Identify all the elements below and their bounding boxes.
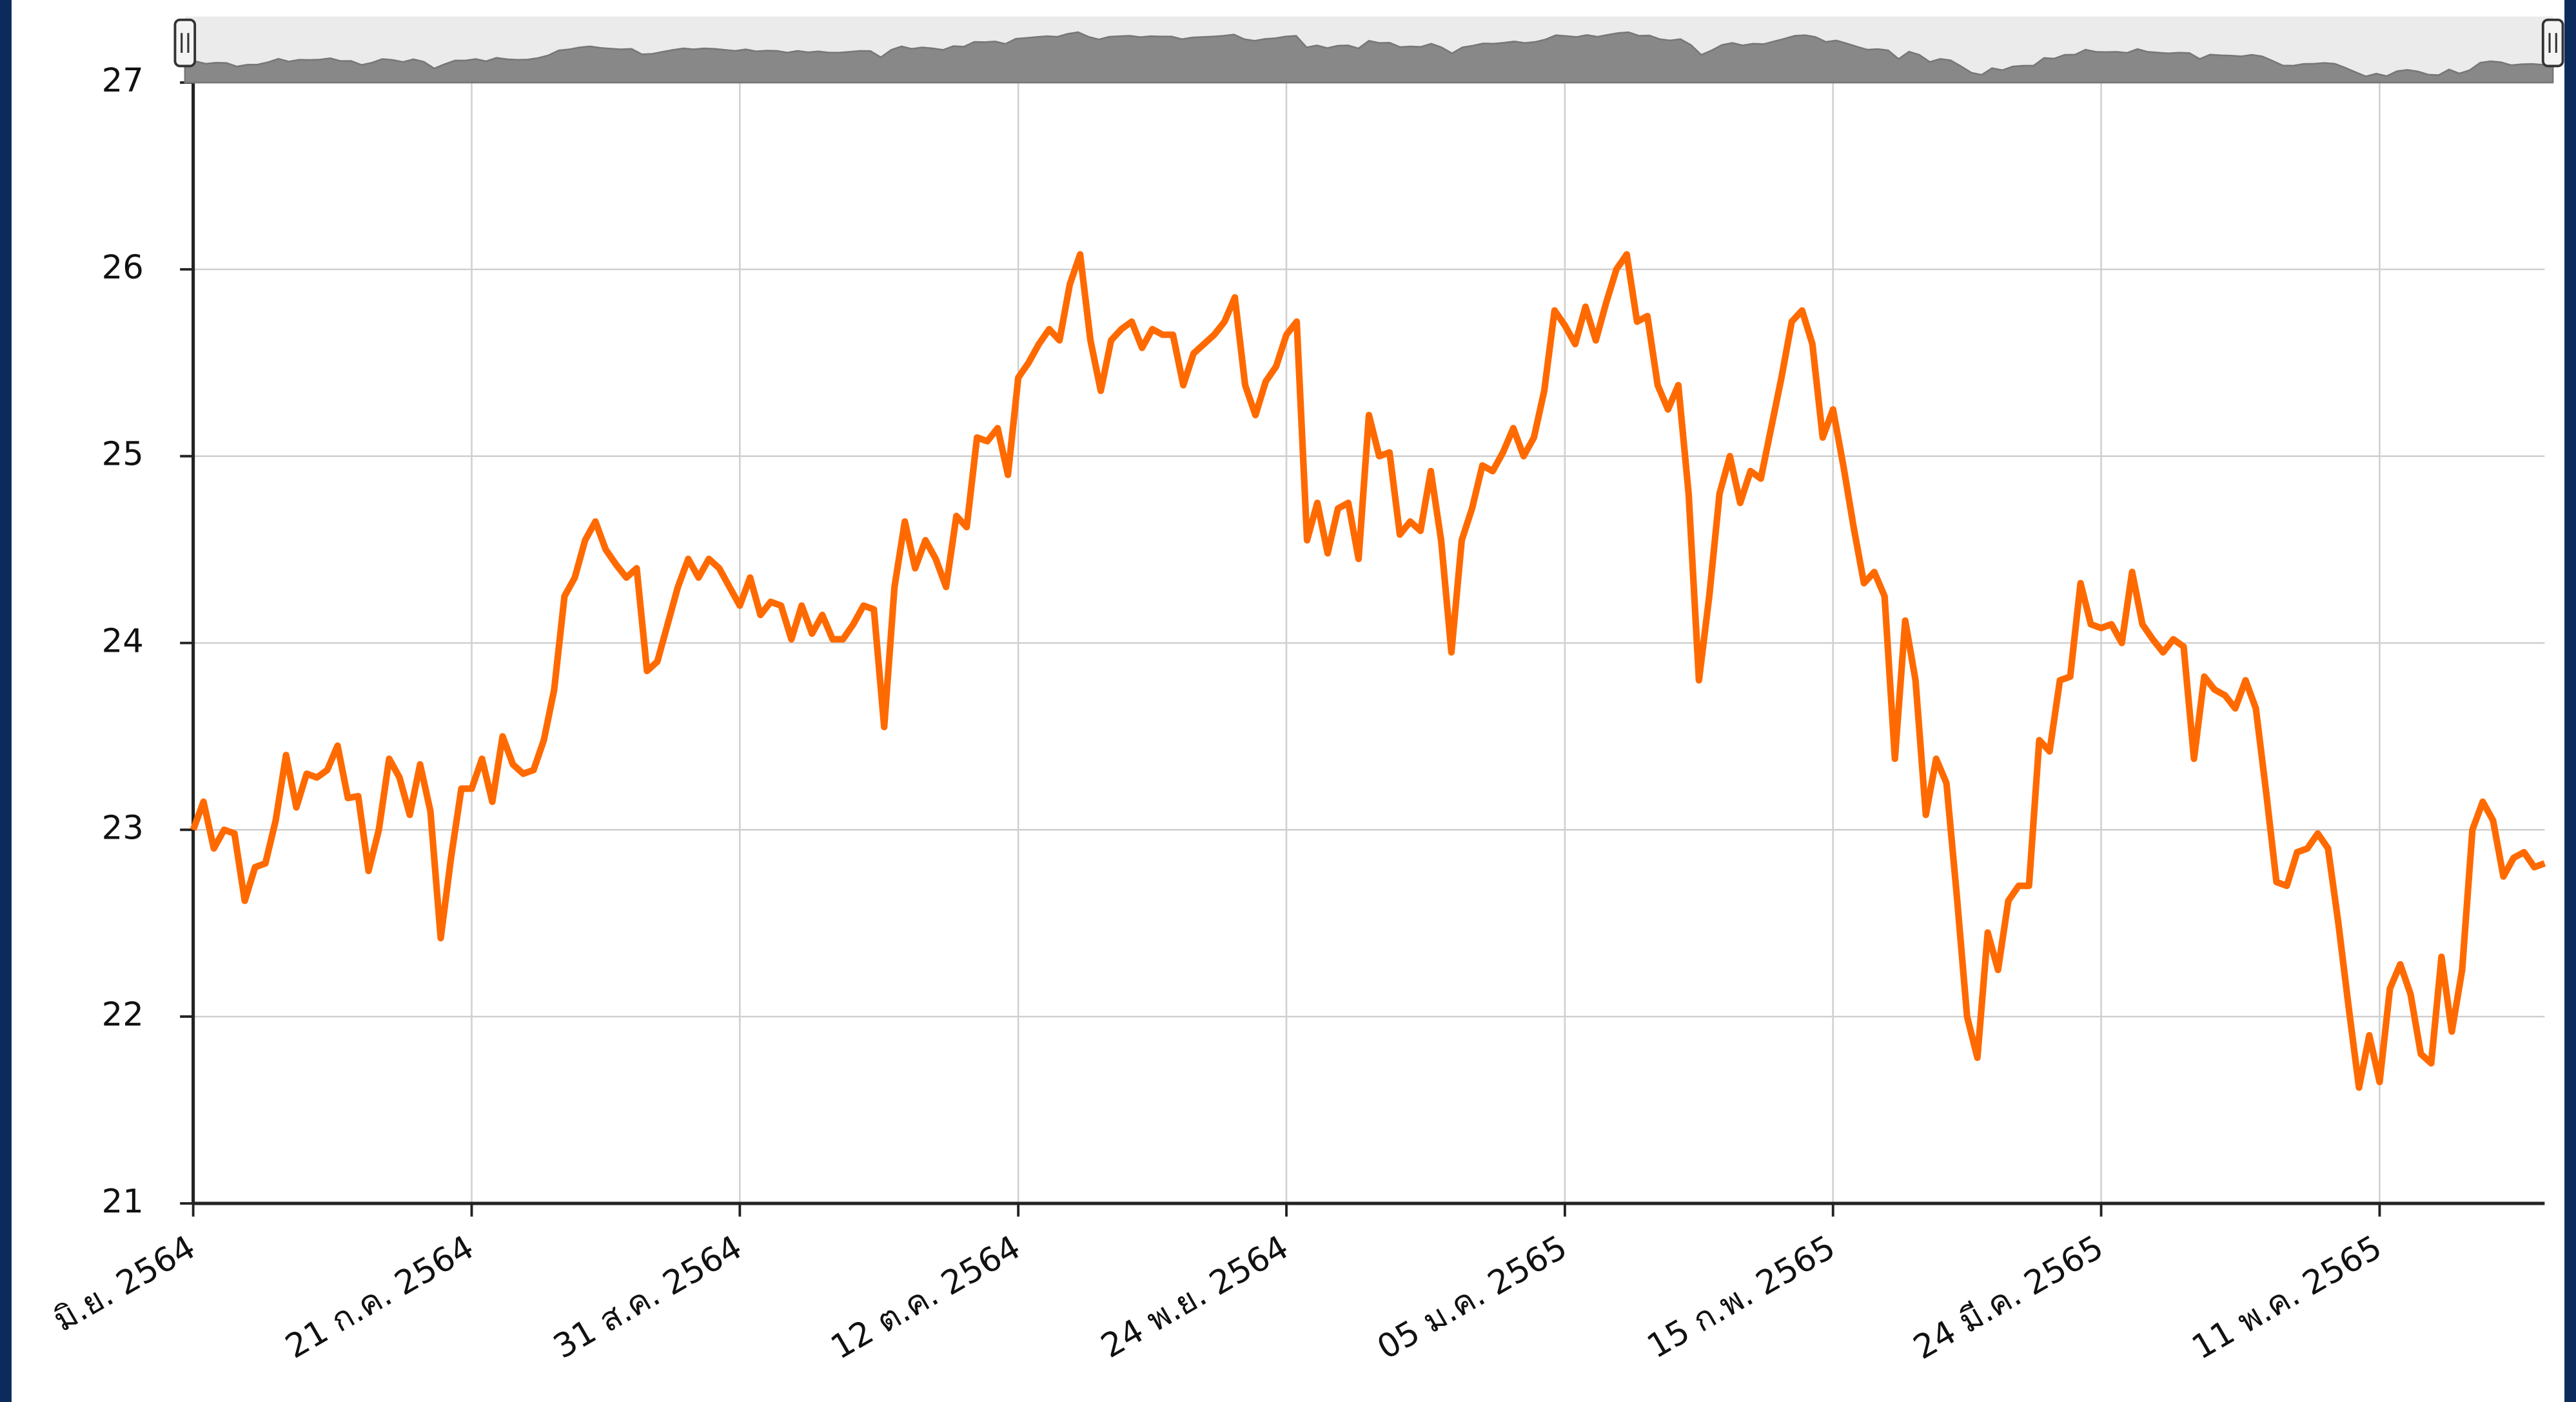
grid [180, 81, 2545, 1217]
y-tick-label: 23 [102, 808, 144, 847]
y-tick-label: 21 [102, 1182, 144, 1221]
y-tick-label: 24 [102, 621, 144, 660]
navigator-area [184, 31, 2554, 84]
navigator-handle [173, 18, 197, 68]
left-border [0, 0, 12, 1402]
y-tick-label: 25 [102, 435, 144, 474]
navigator [173, 16, 2564, 84]
navigator-handle [2541, 18, 2564, 68]
price-line [190, 251, 2546, 1091]
y-tick-label: 27 [102, 61, 144, 100]
y-tick-label: 26 [102, 248, 144, 287]
plot [190, 251, 2546, 1091]
y-tick-label: 22 [102, 995, 144, 1034]
right-border [2564, 0, 2576, 1402]
